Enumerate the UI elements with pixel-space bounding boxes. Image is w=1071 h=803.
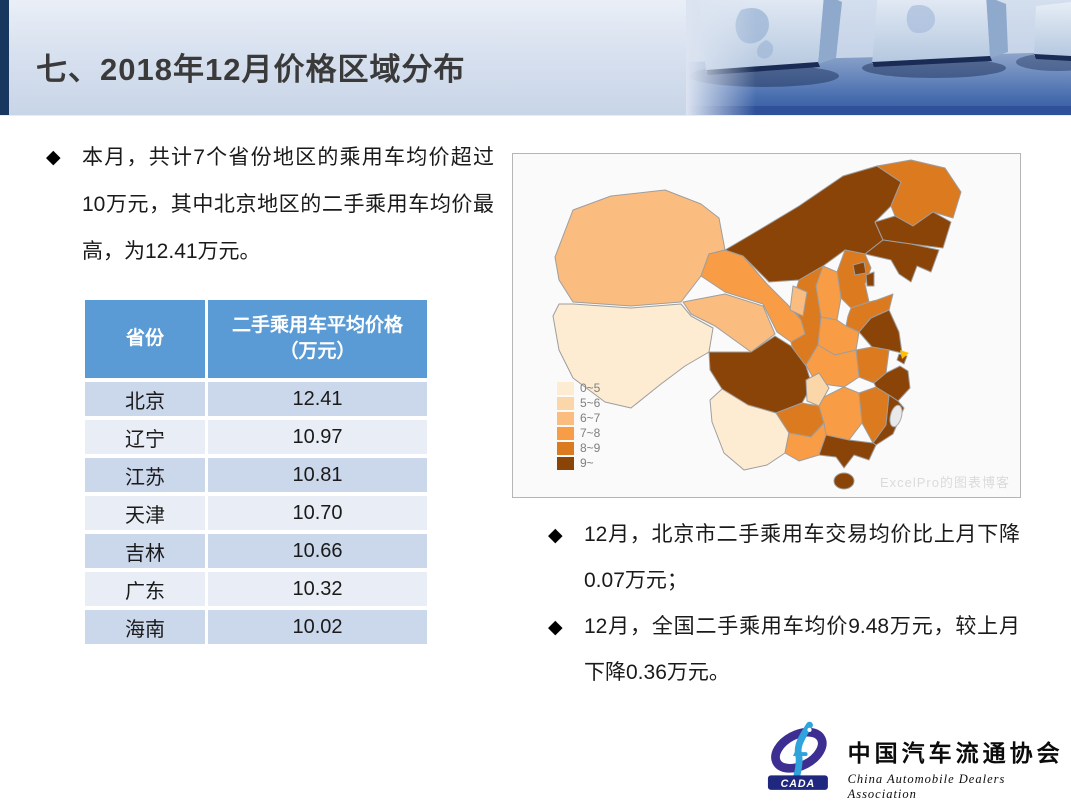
legend-swatch <box>557 427 574 440</box>
legend-label: 5~6 <box>580 396 601 410</box>
slide-header: 七、2018年12月价格区域分布 <box>0 0 1071 116</box>
map-region-zhejiang <box>873 365 911 402</box>
col-header-price-line2: （万元） <box>279 341 356 362</box>
table-row: 吉林 10.66 <box>85 534 427 568</box>
cell-price: 10.97 <box>208 420 427 454</box>
cell-price: 12.41 <box>208 382 427 416</box>
legend-item: 6~7 <box>557 412 600 425</box>
cell-price: 10.32 <box>208 572 427 606</box>
map-region-beijing <box>852 261 867 276</box>
china-map-panel: 0~5 5~6 6~7 7~8 8~9 9~ ExcelPro的图表博客 <box>512 153 1021 498</box>
slide-title: 七、2018年12月价格区域分布 <box>36 52 466 87</box>
header-accent-bar <box>0 0 9 115</box>
cell-price: 10.66 <box>208 534 427 568</box>
map-watermark: ExcelPro的图表博客 <box>879 475 1010 490</box>
legend-label: 8~9 <box>580 441 601 455</box>
logo-name-cn: 中国汽车流通协会 <box>847 741 1064 766</box>
legend-swatch <box>557 397 574 410</box>
shanghai-marker <box>900 350 909 359</box>
legend-label: 0~5 <box>580 381 601 395</box>
cell-price: 10.81 <box>208 458 427 492</box>
legend-swatch <box>557 412 574 425</box>
col-header-province: 省份 <box>85 300 205 378</box>
cell-province: 北京 <box>85 382 205 416</box>
diamond-bullet-icon: ◆ <box>548 525 563 546</box>
map-region-neimenggu <box>724 165 902 283</box>
legend-label: 9~ <box>580 456 594 470</box>
price-table: 省份 二手乘用车平均价格 （万元） 北京 12.41 辽宁 10.97 江苏 1… <box>82 296 430 648</box>
note-bullet: ◆ 12月，全国二手乘用车均价9.48万元，较上月下降0.36万元。 <box>548 604 1020 696</box>
map-region-guangdong <box>818 434 877 469</box>
table-row: 辽宁 10.97 <box>85 420 427 454</box>
intro-bullet: ◆ 本月，共计7个省份地区的乘用车均价超过10万元，其中北京地区的二手乘用车均价… <box>46 134 494 275</box>
cell-price: 10.70 <box>208 496 427 530</box>
map-region-tianjin <box>865 271 875 287</box>
legend-label: 7~8 <box>580 426 601 440</box>
table-row: 海南 10.02 <box>85 610 427 644</box>
table-row: 江苏 10.81 <box>85 458 427 492</box>
decorative-cubes-image <box>686 0 1071 115</box>
table-row: 北京 12.41 <box>85 382 427 416</box>
map-region-xinjiang <box>554 189 726 307</box>
cell-province: 海南 <box>85 610 205 644</box>
cell-province: 辽宁 <box>85 420 205 454</box>
cada-logo: CADA 中国汽车流通协会 China Automobile Dealers A… <box>766 720 1071 802</box>
cada-logo-text: CADA <box>781 778 816 790</box>
cell-province: 吉林 <box>85 534 205 568</box>
note-text: 12月，北京市二手乘用车交易均价比上月下降0.07万元； <box>584 523 1020 592</box>
china-choropleth-map <box>552 159 962 490</box>
legend-item: 8~9 <box>557 442 600 455</box>
table-row: 广东 10.32 <box>85 572 427 606</box>
map-region-taiwan <box>889 404 903 428</box>
map-region-hainan <box>833 472 855 490</box>
diamond-bullet-icon: ◆ <box>548 617 563 638</box>
map-region-liaoning <box>864 239 940 283</box>
logo-name-en: China Automobile Dealers Association <box>847 772 1006 801</box>
cada-logo-icon: CADA <box>767 721 828 790</box>
map-region-ningxia <box>789 285 808 317</box>
legend-label: 6~7 <box>580 411 601 425</box>
legend-swatch <box>557 442 574 455</box>
table-header-row: 省份 二手乘用车平均价格 （万元） <box>85 300 427 378</box>
intro-text: 本月，共计7个省份地区的乘用车均价超过10万元，其中北京地区的二手乘用车均价最高… <box>82 146 494 263</box>
cell-price: 10.02 <box>208 610 427 644</box>
note-bullet: ◆ 12月，北京市二手乘用车交易均价比上月下降0.07万元； <box>548 512 1020 604</box>
legend-item: 0~5 <box>557 382 600 395</box>
legend-swatch <box>557 457 574 470</box>
cell-province: 广东 <box>85 572 205 606</box>
legend-item: 5~6 <box>557 397 600 410</box>
table-row: 天津 10.70 <box>85 496 427 530</box>
legend-item: 9~ <box>557 457 600 470</box>
note-text: 12月，全国二手乘用车均价9.48万元，较上月下降0.36万元。 <box>584 615 1020 684</box>
right-notes: ◆ 12月，北京市二手乘用车交易均价比上月下降0.07万元； ◆ 12月，全国二… <box>548 512 1020 696</box>
col-header-price: 二手乘用车平均价格 （万元） <box>208 300 427 378</box>
col-header-price-line1: 二手乘用车平均价格 <box>231 315 403 337</box>
map-region-yunnan <box>709 388 790 471</box>
cell-province: 江苏 <box>85 458 205 492</box>
map-legend: 0~5 5~6 6~7 7~8 8~9 9~ <box>557 382 600 472</box>
logo-texts: 中国汽车流通协会 China Automobile Dealers Associ… <box>848 720 1071 802</box>
map-region-xizang <box>552 303 714 409</box>
legend-swatch <box>557 382 574 395</box>
cell-province: 天津 <box>85 496 205 530</box>
legend-item: 7~8 <box>557 427 600 440</box>
map-region-qinghai <box>682 293 776 353</box>
diamond-bullet-icon: ◆ <box>46 147 61 168</box>
